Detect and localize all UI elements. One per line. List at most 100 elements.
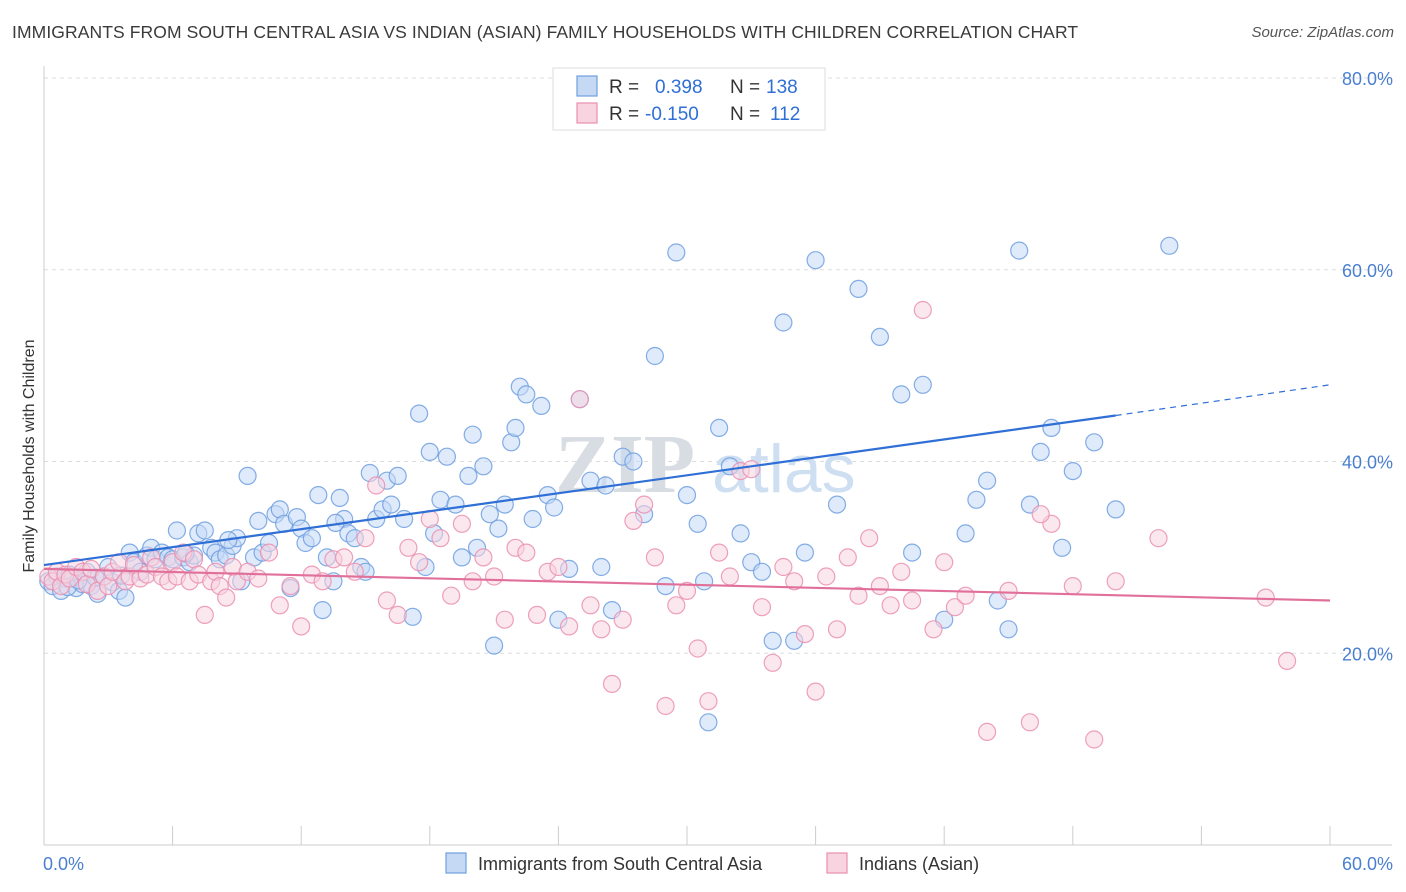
point-immigrants-south-central-asia <box>517 385 536 404</box>
point-indians-asian <box>452 514 471 533</box>
point-indians-asian <box>827 620 847 639</box>
point-immigrants-south-central-asia <box>167 521 186 540</box>
point-indians-asian <box>388 605 407 625</box>
point-indians-asian <box>742 460 761 479</box>
point-indians-asian <box>270 596 289 615</box>
point-immigrants-south-central-asia <box>1052 538 1072 557</box>
point-immigrants-south-central-asia <box>967 490 986 509</box>
point-indians-asian <box>463 572 482 591</box>
point-indians-asian <box>517 543 536 562</box>
point-indians-asian <box>709 543 729 562</box>
point-indians-asian <box>935 553 954 572</box>
point-immigrants-south-central-asia <box>999 620 1018 639</box>
x-tick-label: 60.0% <box>1342 854 1393 874</box>
bottom-legend-label-blue: Immigrants from South Central Asia <box>478 854 763 874</box>
point-indians-asian <box>752 598 772 617</box>
point-indians-asian <box>410 553 429 572</box>
point-immigrants-south-central-asia <box>694 572 714 591</box>
point-indians-asian <box>881 596 900 615</box>
trend-line-blue <box>43 414 1116 567</box>
point-indians-asian <box>956 586 975 605</box>
point-indians-asian <box>785 572 804 591</box>
y-tick-label: 20.0% <box>1342 644 1393 664</box>
point-indians-asian <box>559 617 579 636</box>
point-immigrants-south-central-asia <box>480 505 499 524</box>
point-indians-asian <box>292 617 311 636</box>
point-indians-asian <box>774 557 793 577</box>
point-immigrants-south-central-asia <box>902 543 922 562</box>
point-indians-asian <box>474 548 493 567</box>
point-indians-asian <box>656 696 675 716</box>
point-immigrants-south-central-asia <box>763 631 782 650</box>
point-immigrants-south-central-asia <box>474 457 493 476</box>
point-indians-asian <box>924 620 943 639</box>
point-indians-asian <box>1031 505 1050 524</box>
point-indians-asian <box>677 581 697 601</box>
point-immigrants-south-central-asia <box>592 557 611 577</box>
point-indians-asian <box>549 557 568 577</box>
legend-r-label: R = <box>609 104 639 125</box>
legend-r-value: -0.150 <box>645 104 699 125</box>
point-indians-asian <box>1256 588 1275 607</box>
point-immigrants-south-central-asia <box>709 418 729 437</box>
point-immigrants-south-central-asia <box>849 279 868 298</box>
y-tick-label: 80.0% <box>1342 69 1393 89</box>
point-immigrants-south-central-asia <box>699 713 718 732</box>
point-indians-asian <box>688 639 707 658</box>
point-immigrants-south-central-asia <box>624 452 643 471</box>
x-tick-labels: 0.0% 60.0% <box>43 854 1393 874</box>
point-indians-asian <box>624 511 643 531</box>
point-indians-asian <box>195 605 214 625</box>
point-indians-asian <box>849 586 868 605</box>
y-tick-label: 40.0% <box>1342 453 1393 473</box>
legend-box <box>552 67 826 131</box>
point-immigrants-south-central-asia <box>523 509 542 529</box>
point-indians-asian <box>356 529 375 548</box>
point-immigrants-south-central-asia <box>795 543 815 562</box>
point-immigrants-south-central-asia <box>667 243 686 262</box>
point-immigrants-south-central-asia <box>116 588 135 607</box>
point-indians-asian <box>838 548 857 567</box>
legend-n-label: N = <box>730 77 760 98</box>
point-indians-asian <box>817 567 836 586</box>
point-indians-asian <box>977 722 997 742</box>
point-indians-asian <box>581 596 600 615</box>
legend-swatch-blue <box>576 75 598 97</box>
point-indians-asian <box>667 596 686 615</box>
point-immigrants-south-central-asia <box>1031 442 1050 461</box>
point-indians-asian <box>913 300 932 320</box>
point-indians-asian <box>399 538 418 557</box>
point-indians-asian <box>367 476 386 495</box>
point-immigrants-south-central-asia <box>752 562 772 581</box>
point-indians-asian <box>313 572 332 591</box>
point-immigrants-south-central-asia <box>420 442 439 461</box>
point-immigrants-south-central-asia <box>485 636 504 655</box>
point-indians-asian <box>485 567 504 586</box>
point-immigrants-south-central-asia <box>1106 500 1125 519</box>
point-indians-asian <box>999 581 1018 601</box>
point-indians-asian <box>806 682 825 701</box>
gridlines <box>44 77 1392 654</box>
point-immigrants-south-central-asia <box>1160 236 1179 255</box>
legend: R = 0.398 N = 138 R = -0.150 N = 112 <box>552 67 826 131</box>
point-immigrants-south-central-asia <box>677 486 697 505</box>
point-immigrants-south-central-asia <box>1042 418 1061 437</box>
point-indians-asian <box>1106 572 1125 591</box>
point-immigrants-south-central-asia <box>870 327 890 346</box>
point-immigrants-south-central-asia <box>489 519 508 538</box>
point-indians-asian <box>699 692 718 711</box>
point-immigrants-south-central-asia <box>463 425 482 444</box>
point-immigrants-south-central-asia <box>774 313 793 332</box>
point-immigrants-south-central-asia <box>249 511 268 531</box>
point-indians-asian <box>945 598 965 617</box>
trend-line-pink <box>43 567 1331 602</box>
point-indians-asian <box>860 529 879 548</box>
series-immigrants-south-central-asia <box>39 236 1179 732</box>
point-indians-asian <box>602 674 622 694</box>
bottom-legend-swatch-blue <box>445 852 467 874</box>
point-indians-asian <box>613 610 632 629</box>
point-immigrants-south-central-asia <box>1063 462 1082 481</box>
point-immigrants-south-central-asia <box>688 514 707 533</box>
point-indians-asian <box>902 591 922 610</box>
